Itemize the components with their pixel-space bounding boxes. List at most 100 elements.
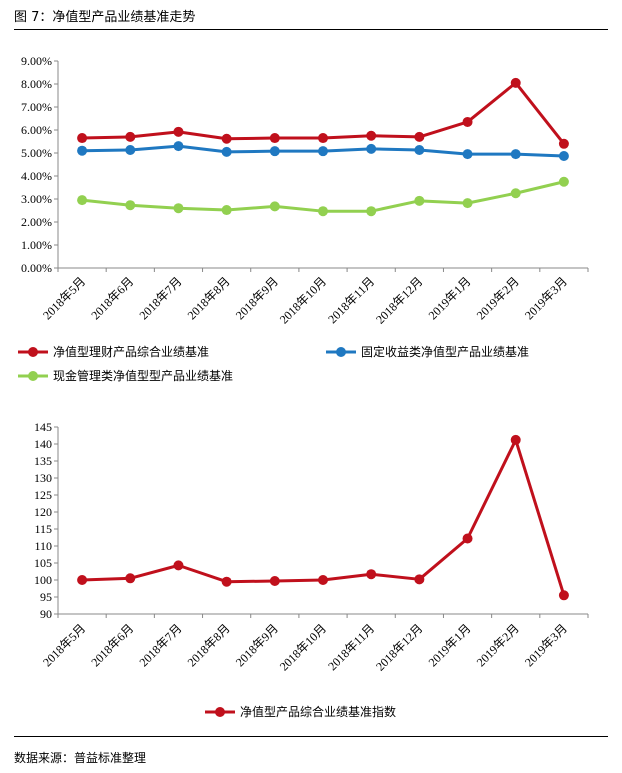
y-tick-label-1: 110 bbox=[34, 539, 52, 553]
figure-title: 图 7：净值型产品业绩基准走势 bbox=[14, 10, 196, 25]
data-point-1-0 bbox=[558, 590, 569, 601]
x-tick-label-0: 2018年6月 bbox=[88, 274, 136, 322]
y-tick-label-1: 90 bbox=[40, 607, 52, 621]
data-point-0-1 bbox=[269, 146, 280, 157]
x-tick-label-0: 2019年3月 bbox=[522, 274, 570, 322]
legend-label-0-2: 现金管理类净值型型产品业绩基准 bbox=[53, 368, 233, 383]
data-point-0-2 bbox=[173, 203, 184, 214]
data-point-0-0 bbox=[221, 133, 232, 144]
y-tick-label-0: 9.00% bbox=[21, 54, 52, 68]
data-point-0-1 bbox=[318, 146, 328, 157]
data-point-0-0 bbox=[318, 133, 328, 144]
y-tick-label-1: 140 bbox=[34, 437, 52, 451]
data-point-0-2 bbox=[318, 206, 328, 217]
legend-marker-0-0 bbox=[28, 347, 38, 357]
data-point-1-0 bbox=[269, 576, 280, 587]
data-point-0-0 bbox=[366, 130, 377, 141]
data-point-0-1 bbox=[558, 150, 569, 161]
data-point-1-0 bbox=[414, 574, 425, 585]
legend-label-0-0: 净值型理财产品综合业绩基准 bbox=[53, 344, 209, 359]
data-point-0-0 bbox=[173, 126, 184, 137]
y-tick-label-0: 5.00% bbox=[21, 146, 52, 160]
x-tick-label-1: 2019年3月 bbox=[522, 621, 570, 669]
x-tick-label-1: 2018年10月 bbox=[277, 621, 329, 673]
x-tick-label-0: 2018年7月 bbox=[136, 274, 184, 322]
x-tick-label-0: 2018年9月 bbox=[233, 274, 281, 322]
data-point-0-1 bbox=[221, 146, 232, 157]
x-tick-label-1: 2019年2月 bbox=[474, 621, 522, 669]
x-tick-label-1: 2018年8月 bbox=[185, 621, 233, 669]
data-point-0-1 bbox=[77, 145, 88, 156]
data-point-0-2 bbox=[221, 205, 232, 216]
y-tick-label-0: 1.00% bbox=[21, 238, 52, 252]
data-point-0-0 bbox=[269, 133, 280, 144]
data-point-0-1 bbox=[366, 143, 377, 154]
data-point-0-2 bbox=[462, 198, 473, 209]
data-point-0-0 bbox=[125, 131, 136, 142]
y-tick-label-0: 8.00% bbox=[21, 77, 52, 91]
data-point-0-2 bbox=[558, 176, 569, 187]
data-point-1-0 bbox=[318, 575, 328, 585]
data-point-1-0 bbox=[173, 560, 184, 571]
x-tick-label-0: 2018年12月 bbox=[373, 274, 425, 326]
y-tick-label-1: 100 bbox=[34, 573, 52, 587]
y-tick-label-1: 95 bbox=[40, 590, 52, 604]
y-tick-label-0: 0.00% bbox=[21, 261, 52, 275]
x-tick-label-0: 2018年8月 bbox=[185, 274, 233, 322]
data-point-0-2 bbox=[414, 195, 425, 206]
y-tick-label-1: 135 bbox=[34, 454, 52, 468]
x-tick-label-1: 2018年9月 bbox=[233, 621, 281, 669]
y-tick-label-1: 120 bbox=[34, 505, 52, 519]
legend-label-0-1: 固定收益类净值型产品业绩基准 bbox=[361, 344, 529, 359]
data-point-0-0 bbox=[510, 77, 521, 88]
data-point-0-0 bbox=[414, 131, 425, 142]
legend-marker-0-1 bbox=[336, 347, 346, 357]
data-point-1-0 bbox=[366, 569, 377, 580]
y-tick-label-0: 6.00% bbox=[21, 123, 52, 137]
legend-marker-0-2 bbox=[28, 371, 38, 381]
legend-marker-1-0 bbox=[215, 707, 225, 717]
data-point-0-0 bbox=[558, 138, 569, 149]
data-point-0-1 bbox=[414, 145, 425, 156]
x-tick-label-0: 2019年2月 bbox=[474, 274, 522, 322]
x-tick-label-0: 2018年10月 bbox=[277, 274, 329, 326]
data-point-0-1 bbox=[173, 141, 184, 152]
data-point-0-0 bbox=[462, 116, 473, 127]
data-point-1-0 bbox=[510, 434, 521, 445]
x-tick-label-1: 2018年6月 bbox=[88, 621, 136, 669]
y-tick-label-1: 145 bbox=[34, 420, 52, 434]
title-rule bbox=[14, 29, 608, 30]
source-rule bbox=[14, 736, 608, 737]
x-tick-label-1: 2019年1月 bbox=[426, 621, 474, 669]
y-tick-label-1: 115 bbox=[34, 522, 52, 536]
data-point-1-0 bbox=[462, 533, 473, 544]
data-point-1-0 bbox=[221, 576, 232, 587]
y-tick-label-1: 130 bbox=[34, 471, 52, 485]
data-point-0-0 bbox=[77, 133, 88, 144]
y-tick-label-1: 125 bbox=[34, 488, 52, 502]
data-point-0-1 bbox=[510, 149, 521, 160]
data-point-0-1 bbox=[462, 149, 473, 160]
data-point-0-2 bbox=[366, 206, 377, 217]
x-tick-label-1: 2018年5月 bbox=[40, 621, 88, 669]
y-tick-label-0: 2.00% bbox=[21, 215, 52, 229]
x-tick-label-0: 2018年11月 bbox=[325, 274, 377, 326]
x-tick-label-0: 2018年5月 bbox=[40, 274, 88, 322]
series-line-1-0 bbox=[82, 438, 566, 596]
source-note: 数据来源：普益标准整理 bbox=[14, 751, 147, 765]
data-point-0-2 bbox=[77, 195, 88, 206]
x-tick-label-1: 2018年11月 bbox=[325, 621, 377, 673]
x-tick-label-1: 2018年7月 bbox=[136, 621, 184, 669]
y-tick-label-1: 105 bbox=[34, 556, 52, 570]
x-tick-label-0: 2019年1月 bbox=[426, 274, 474, 322]
y-tick-label-0: 7.00% bbox=[21, 100, 52, 114]
data-point-0-1 bbox=[125, 145, 136, 156]
data-point-0-2 bbox=[510, 188, 521, 199]
data-point-1-0 bbox=[77, 575, 88, 585]
data-point-0-2 bbox=[125, 200, 136, 211]
data-point-1-0 bbox=[125, 573, 136, 584]
y-tick-label-0: 3.00% bbox=[21, 192, 52, 206]
legend-label-1-0: 净值型产品综合业绩基准指数 bbox=[240, 704, 396, 719]
x-tick-label-1: 2018年12月 bbox=[373, 621, 425, 673]
